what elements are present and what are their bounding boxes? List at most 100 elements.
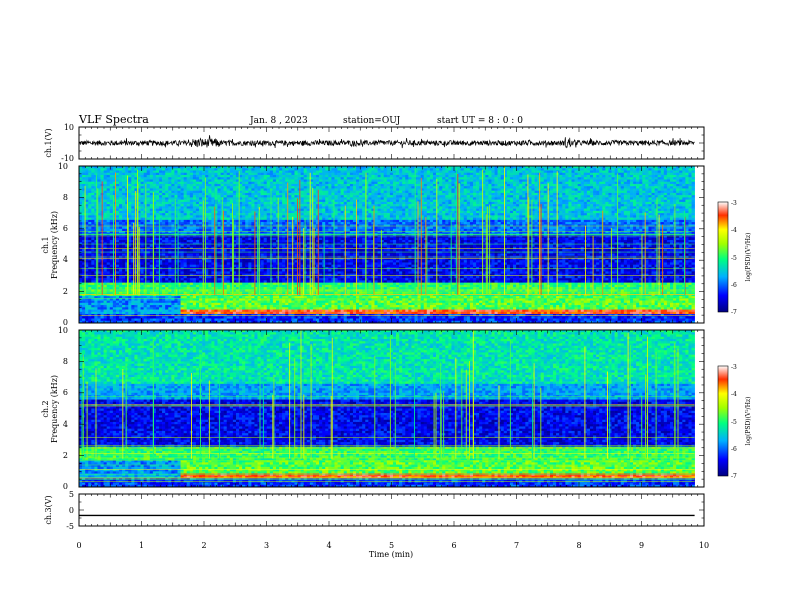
spectrogram-cell bbox=[131, 265, 134, 268]
spectrogram-cell bbox=[276, 312, 279, 315]
spectrogram-cell bbox=[184, 179, 187, 182]
spectrogram-cell bbox=[122, 271, 125, 274]
spectrogram-cell bbox=[270, 168, 273, 171]
spectrogram-cell bbox=[264, 197, 267, 200]
spectrogram-cell bbox=[104, 213, 107, 216]
spectrogram-cell bbox=[242, 276, 245, 279]
spectrogram-cell bbox=[282, 206, 285, 209]
spectrogram-cell bbox=[264, 278, 267, 281]
spectrogram-cell bbox=[245, 245, 248, 248]
spectrogram-cell bbox=[254, 195, 257, 198]
spectrogram-cell bbox=[242, 258, 245, 261]
spectrogram-cell bbox=[79, 245, 82, 248]
spectrogram-cell bbox=[208, 179, 211, 182]
spectrogram-cell bbox=[147, 191, 150, 194]
spectrogram-cell bbox=[251, 175, 254, 178]
spectrogram-cell bbox=[208, 227, 211, 230]
spectrogram-cell bbox=[82, 314, 85, 317]
spectrogram-cell bbox=[131, 179, 134, 182]
spectrogram-cell bbox=[107, 175, 110, 178]
spectrogram-cell bbox=[110, 301, 113, 304]
spectrogram-cell bbox=[211, 316, 214, 319]
spectrogram-cell bbox=[261, 179, 264, 182]
spectrogram-cell bbox=[273, 173, 276, 176]
spectrogram-cell bbox=[270, 220, 273, 223]
spectrogram-cell bbox=[227, 177, 230, 180]
spectrogram-cell bbox=[248, 229, 251, 232]
spectrogram-cell bbox=[208, 247, 211, 250]
spectrogram-cell bbox=[227, 206, 230, 209]
spectrogram-cell bbox=[224, 220, 227, 223]
spectrogram-cell bbox=[187, 314, 190, 317]
spectrogram-cell bbox=[254, 184, 257, 187]
spectrogram-cell bbox=[273, 224, 276, 227]
spectrogram-cell bbox=[285, 175, 288, 178]
spectrogram-cell bbox=[184, 168, 187, 171]
spectrogram-cell bbox=[208, 301, 211, 304]
spectrogram-cell bbox=[131, 280, 134, 283]
spectrogram-cell bbox=[227, 316, 230, 319]
spectrogram-cell bbox=[224, 218, 227, 221]
spectrogram-cell bbox=[125, 202, 128, 205]
spectrogram-cell bbox=[196, 197, 199, 200]
spectrogram-cell bbox=[150, 280, 153, 283]
spectrogram-cell bbox=[159, 188, 162, 191]
spectrogram-cell bbox=[211, 298, 214, 301]
spectrogram-cell bbox=[245, 170, 248, 173]
spectrogram-cell bbox=[122, 251, 125, 254]
spectrogram-cell bbox=[245, 229, 248, 232]
spectrogram-cell bbox=[181, 170, 184, 173]
spectrogram-cell bbox=[116, 260, 119, 263]
spectrogram-cell bbox=[107, 224, 110, 227]
spectrogram-cell bbox=[248, 197, 251, 200]
spectrogram-cell bbox=[187, 204, 190, 207]
spectrogram-cell bbox=[242, 278, 245, 281]
spectrogram-cell bbox=[119, 195, 122, 198]
spectrogram-cell bbox=[267, 229, 270, 232]
spectrogram-cell bbox=[165, 310, 168, 313]
spectrogram-cell bbox=[199, 229, 202, 232]
spectrogram-cell bbox=[165, 179, 168, 182]
spectrogram-cell bbox=[221, 307, 224, 310]
spectrogram-cell bbox=[267, 168, 270, 171]
spectrogram-cell bbox=[199, 191, 202, 194]
spectrogram-cell bbox=[85, 240, 88, 243]
spectrogram-cell bbox=[91, 222, 94, 225]
spectrogram-cell bbox=[261, 249, 264, 252]
spectrogram-cell bbox=[279, 229, 282, 232]
spectrogram-cell bbox=[251, 227, 254, 230]
spectrogram-cell bbox=[224, 253, 227, 256]
spectrogram-cell bbox=[187, 303, 190, 306]
spectrogram-cell bbox=[174, 307, 177, 310]
spectrogram-cell bbox=[242, 301, 245, 304]
spectrogram-cell bbox=[150, 202, 153, 205]
spectrogram-cell bbox=[153, 312, 156, 315]
spectrogram-cell bbox=[168, 211, 171, 214]
spectrogram-cell bbox=[122, 197, 125, 200]
spectrogram-cell bbox=[254, 191, 257, 194]
spectrogram-cell bbox=[122, 262, 125, 265]
spectrogram-cell bbox=[261, 245, 264, 248]
spectrogram-cell bbox=[147, 278, 150, 281]
spectrogram-cell bbox=[171, 227, 174, 230]
spectrogram-cell bbox=[162, 240, 165, 243]
spectrogram-cell bbox=[224, 204, 227, 207]
spectrogram-cell bbox=[153, 314, 156, 317]
spectrogram-cell bbox=[184, 298, 187, 301]
spectrogram-cell bbox=[190, 193, 193, 196]
spectrogram-cell bbox=[193, 278, 196, 281]
spectrogram-cell bbox=[282, 229, 285, 232]
spectrogram-cell bbox=[273, 251, 276, 254]
spectrogram-cell bbox=[190, 179, 193, 182]
spectrogram-cell bbox=[279, 227, 282, 230]
spectrogram-cell bbox=[187, 179, 190, 182]
spectrogram-cell bbox=[122, 175, 125, 178]
spectrogram-cell bbox=[162, 215, 165, 218]
spectrogram-cell bbox=[168, 204, 171, 207]
spectrogram-cell bbox=[273, 316, 276, 319]
spectrogram-cell bbox=[162, 209, 165, 212]
spectrogram-cell bbox=[251, 193, 254, 196]
spectrogram-cell bbox=[267, 193, 270, 196]
spectrogram-cell bbox=[248, 227, 251, 230]
spectrogram-cell bbox=[159, 179, 162, 182]
